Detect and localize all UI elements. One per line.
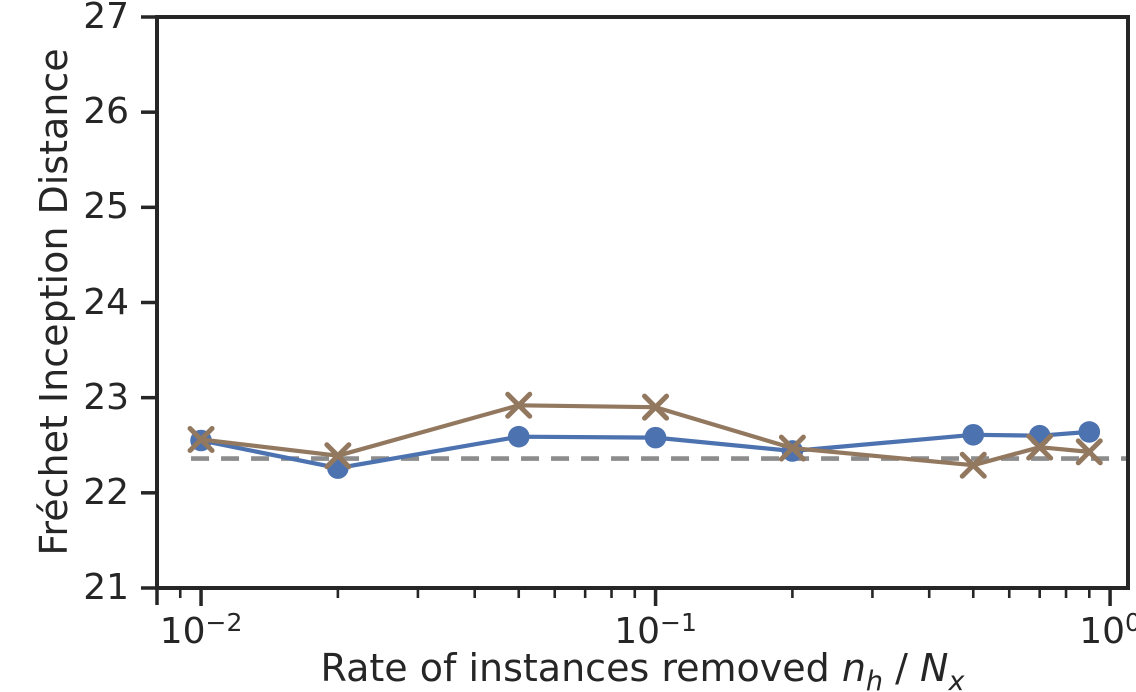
brown-crosses-marker <box>959 451 987 479</box>
x-tick-label-base: 10 <box>159 611 206 652</box>
x-tick-label-base: 10 <box>614 611 661 652</box>
blue-circles-marker <box>507 425 530 448</box>
brown-crosses-marker <box>1075 438 1103 466</box>
y-tick-label: 26 <box>83 91 129 133</box>
x-axis-var-n: n <box>841 646 866 690</box>
y-axis-title: Fréchet Inception Distance <box>32 48 76 556</box>
axes-spines <box>155 15 1130 590</box>
blue-circles-marker <box>1028 424 1051 447</box>
y-tick-label: 22 <box>83 471 129 513</box>
x-axis-var-N: N <box>920 646 949 690</box>
x-tick-label-base: 10 <box>1079 611 1126 652</box>
blue-circles-marker <box>962 423 985 446</box>
y-tick-label: 21 <box>83 567 129 608</box>
x-tick-label-exponent: −1 <box>660 608 697 637</box>
brown-crosses-marker <box>324 442 352 470</box>
brown-crosses-marker <box>642 393 670 421</box>
x-tick-label-exponent: −2 <box>205 608 243 637</box>
x-axis-var-n-subscript: h <box>865 666 884 692</box>
brown-crosses-marker <box>187 426 215 454</box>
y-tick-label: 25 <box>83 186 129 228</box>
x-tick-label: 100 <box>1030 601 1136 652</box>
y-tick-label: 24 <box>83 281 129 323</box>
x-tick-label: 10−1 <box>576 601 736 652</box>
y-tick-label: 23 <box>83 376 129 418</box>
x-axis-title: Rate of instances removed nh / Nx <box>157 644 1128 692</box>
blue-circles-marker <box>1078 421 1101 443</box>
x-tick-label-exponent: 0 <box>1125 608 1136 637</box>
brown-crosses-marker <box>1026 433 1054 461</box>
x-tick-label: 10−2 <box>121 601 281 652</box>
x-axis-title-text: Rate of instances removed <box>320 646 842 690</box>
x-axis-var-N-subscript: x <box>948 666 965 692</box>
x-axis-title-separator: / <box>883 646 921 690</box>
brown-crosses-marker <box>505 391 533 419</box>
brown-crosses-marker <box>778 434 806 462</box>
y-tick-label: 27 <box>83 0 129 37</box>
brown-crosses-line <box>200 403 1090 468</box>
blue-circles-marker <box>644 426 667 449</box>
